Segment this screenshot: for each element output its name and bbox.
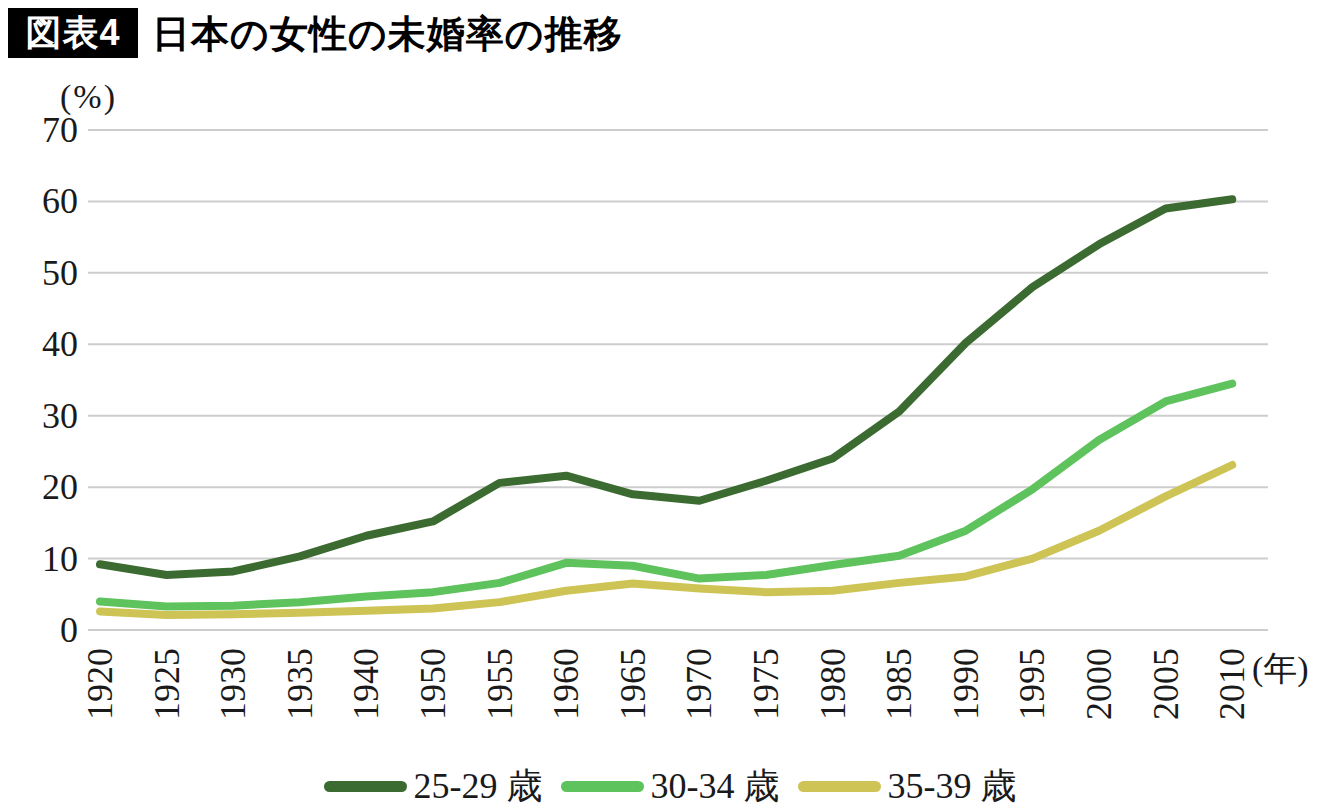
y-tick-label: 70 [0,109,78,151]
legend-label: 35-39 歳 [888,762,1017,811]
x-tick-label: 2010 [1214,648,1250,744]
x-tick-label: 1955 [482,648,518,744]
y-tick-label: 50 [0,252,78,294]
x-tick-label: 1920 [82,648,118,744]
x-tick-label: 1935 [282,648,318,744]
x-tick-label: 1940 [348,648,384,744]
x-tick-label: 1980 [815,648,851,744]
legend-item: 35-39 歳 [798,762,1017,811]
x-tick-label: 1970 [681,648,717,744]
x-tick-label: 1975 [748,648,784,744]
legend-label: 30-34 歳 [651,762,780,811]
series-line-25-29歳 [100,199,1232,575]
legend-item: 25-29 歳 [324,762,543,811]
x-tick-label: 2005 [1148,648,1184,744]
plot-area [0,0,1340,812]
y-tick-label: 20 [0,466,78,508]
x-tick-label: 2000 [1081,648,1117,744]
x-tick-label: 1950 [415,648,451,744]
legend-swatch [798,781,881,792]
x-axis-unit-label: (年) [1252,646,1309,692]
x-tick-label: 1995 [1014,648,1050,744]
x-tick-label: 1965 [615,648,651,744]
legend-item: 30-34 歳 [561,762,780,811]
legend: 25-29 歳 30-34 歳 35-39 歳 [0,760,1340,812]
x-tick-label: 1925 [149,648,185,744]
x-tick-label: 1960 [548,648,584,744]
y-tick-label: 0 [0,609,78,651]
chart-page: 図表4 日本の女性の未婚率の推移 (%) 010203040506070 192… [0,0,1340,812]
legend-swatch [324,781,407,792]
y-tick-label: 30 [0,395,78,437]
y-tick-label: 10 [0,538,78,580]
legend-swatch [561,781,644,792]
x-tick-label: 1990 [948,648,984,744]
y-tick-label: 40 [0,323,78,365]
x-tick-label: 1930 [215,648,251,744]
x-tick-label: 1985 [881,648,917,744]
y-tick-label: 60 [0,180,78,222]
legend-label: 25-29 歳 [414,762,543,811]
